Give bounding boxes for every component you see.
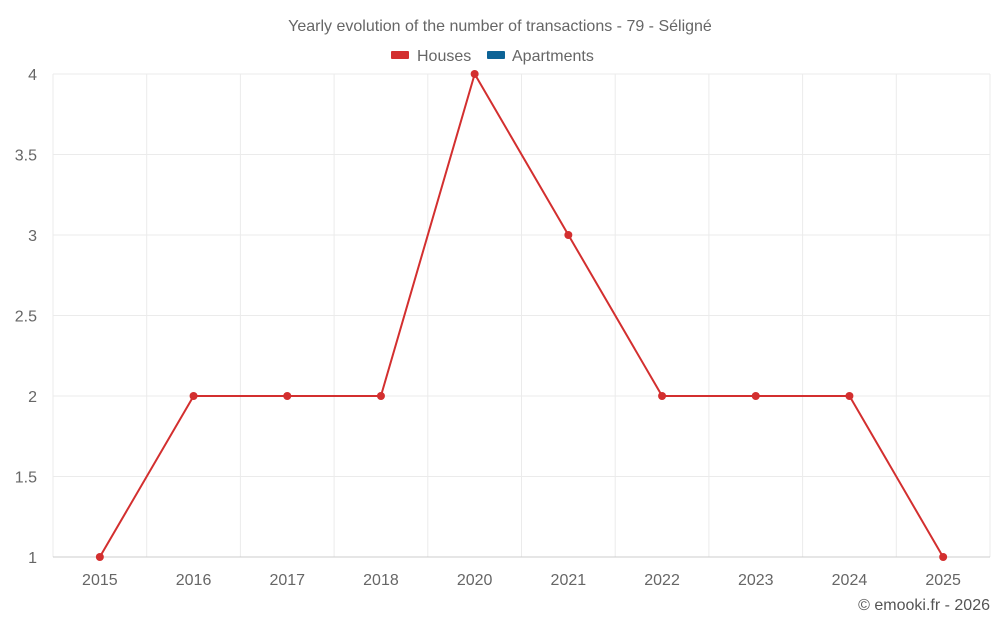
data-point-houses[interactable] (376, 392, 385, 400)
y-axis: 1 1.5 2 2.5 3 3.5 4 (15, 67, 37, 567)
x-tick-label: 2022 (644, 572, 680, 589)
x-tick-label: 2017 (269, 572, 305, 589)
y-tick-label: 2.5 (15, 309, 37, 326)
y-tick-label: 1.5 (15, 470, 37, 487)
legend: Houses Apartments (391, 48, 594, 65)
legend-swatch-houses (391, 51, 409, 59)
chart-title: Yearly evolution of the number of transa… (288, 18, 712, 35)
y-tick-label: 2 (28, 389, 37, 406)
legend-label-apartments: Apartments (512, 48, 594, 65)
legend-label-houses: Houses (417, 48, 471, 65)
data-point-houses[interactable] (751, 392, 760, 400)
data-point-houses[interactable] (189, 392, 198, 400)
x-tick-label: 2023 (738, 572, 774, 589)
x-tick-label: 2025 (925, 572, 961, 589)
x-axis: 2015 2016 2017 2018 2020 2021 2022 2023 2024 2025 (53, 556, 990, 589)
x-tick-label: 2015 (82, 572, 118, 589)
series-line-houses (98, 73, 944, 558)
y-tick-label: 4 (28, 67, 37, 84)
x-tick-label: 2018 (363, 572, 399, 589)
data-point-houses[interactable] (939, 553, 948, 561)
x-tick-label: 2024 (832, 572, 868, 589)
data-point-houses[interactable] (564, 231, 573, 239)
gridlines (52, 73, 991, 558)
y-tick-label: 3 (28, 228, 37, 245)
series-houses (95, 70, 948, 561)
legend-item-houses[interactable]: Houses (391, 48, 471, 65)
x-tick-label: 2016 (176, 572, 212, 589)
x-tick-label: 2020 (457, 572, 493, 589)
data-point-houses[interactable] (845, 392, 854, 400)
legend-swatch-apartments (487, 51, 505, 59)
data-point-houses[interactable] (283, 392, 292, 400)
data-point-houses[interactable] (658, 392, 667, 400)
data-point-houses[interactable] (470, 70, 479, 78)
data-point-houses[interactable] (95, 553, 104, 561)
legend-item-apartments[interactable]: Apartments (487, 48, 594, 65)
y-tick-label: 1 (28, 550, 37, 567)
x-tick-label: 2021 (551, 572, 587, 589)
y-tick-label: 3.5 (15, 148, 37, 165)
credit-text: © emooki.fr - 2026 (858, 597, 990, 614)
